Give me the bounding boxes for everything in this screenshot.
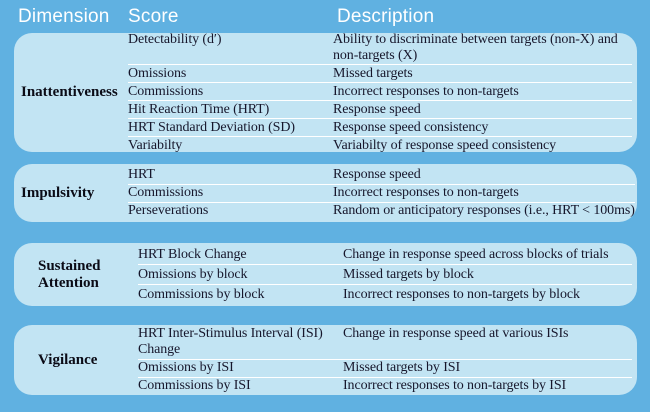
table-row: Perseverations Random or anticipatory re… (128, 201, 635, 220)
table-header: Dimension Score Description (0, 0, 650, 33)
table-row: HRT Inter-Stimulus Interval (ISI) Change… (138, 326, 632, 359)
dimension-label: Impulsivity (21, 184, 95, 201)
dimension-cell: Vigilance (14, 325, 128, 395)
score-cell: Commissions (128, 83, 204, 99)
table-row: Commissions by block Incorrect responses… (138, 284, 632, 304)
description-cell: Incorrect responses to non-targets (333, 83, 519, 99)
description-cell: Variabilty of response speed consistency (333, 137, 557, 153)
score-cell: Commissions by block (138, 286, 265, 302)
score-cell: Commissions (128, 185, 204, 200)
table-row: Variabilty Variabilty of response speed … (128, 136, 632, 154)
score-rows: HRT Response speed Commissions Incorrect… (128, 164, 640, 222)
score-cell: Perseverations (128, 203, 209, 218)
description-cell: Change in response speed across blocks o… (343, 246, 609, 262)
dimension-cell: Sustained Attention (14, 243, 128, 306)
score-rows: Detectability (d′) Ability to discrimina… (128, 31, 637, 154)
score-cell: Variabilty (128, 137, 183, 153)
description-cell: Change in response speed at various ISIs (343, 326, 569, 341)
dimension-panel: Inattentiveness Detectability (d′) Abili… (14, 31, 637, 154)
score-cell: Omissions by block (138, 266, 248, 282)
score-cell: HRT Block Change (138, 246, 247, 262)
description-cell: Missed targets by ISI (343, 360, 461, 375)
table-row: HRT Standard Deviation (SD) Response spe… (128, 118, 632, 136)
description-cell: Response speed (333, 167, 421, 182)
dimension-label: Sustained Attention (38, 257, 101, 291)
dimension-panel: Impulsivity HRT Response speed Commissio… (14, 164, 637, 222)
dimension-label: Inattentiveness (21, 84, 118, 100)
score-cell: HRT Standard Deviation (SD) (128, 119, 295, 135)
description-cell: Ability to discriminate between targets … (333, 31, 618, 63)
table-row: Omissions Missed targets (128, 64, 632, 82)
table-row: Omissions by ISI Missed targets by ISI (138, 358, 632, 377)
score-cell: Hit Reaction Time (HRT) (128, 101, 270, 117)
header-score: Score (128, 6, 179, 27)
dimension-panel: Vigilance HRT Inter-Stimulus Interval (I… (14, 325, 637, 395)
score-cell: Omissions by ISI (138, 360, 234, 375)
description-cell: Response speed (333, 101, 421, 117)
description-cell: Random or anticipatory responses (i.e., … (333, 203, 635, 218)
score-cell: Omissions (128, 65, 187, 81)
score-cell: Detectability (d′) (128, 31, 222, 47)
score-cell: Commissions by ISI (138, 378, 251, 393)
table-row: HRT Block Change Change in response spee… (138, 245, 632, 264)
description-cell: Incorrect responses to non-targets by bl… (343, 286, 580, 302)
score-rows: HRT Inter-Stimulus Interval (ISI) Change… (128, 325, 637, 395)
score-rows: HRT Block Change Change in response spee… (128, 243, 637, 306)
description-cell: Incorrect responses to non-targets (333, 185, 519, 200)
description-cell: Response speed consistency (333, 119, 489, 135)
header-dimension: Dimension (18, 6, 110, 27)
table-row: Omissions by block Missed targets by blo… (138, 264, 632, 284)
dimension-cell: Impulsivity (14, 164, 128, 222)
description-cell: Missed targets (333, 65, 413, 81)
score-cell: HRT Inter-Stimulus Interval (ISI) Change (138, 326, 323, 357)
dimension-cell: Inattentiveness (14, 33, 128, 152)
dimension-panel: Sustained Attention HRT Block Change Cha… (14, 243, 637, 306)
table-row: Detectability (d′) Ability to discrimina… (128, 31, 632, 64)
table-row: Commissions Incorrect responses to non-t… (128, 82, 632, 100)
table-row: Commissions by ISI Incorrect responses t… (138, 376, 632, 395)
table-row: HRT Response speed (128, 167, 635, 184)
description-cell: Missed targets by block (343, 266, 474, 282)
sections: Inattentiveness Detectability (d′) Abili… (14, 31, 637, 395)
description-cell: Incorrect responses to non-targets by IS… (343, 378, 567, 393)
table-row: Commissions Incorrect responses to non-t… (128, 183, 635, 202)
score-cell: HRT (128, 167, 155, 182)
dimension-label: Vigilance (38, 351, 98, 368)
header-description: Description (337, 6, 435, 27)
table-row: Hit Reaction Time (HRT) Response speed (128, 100, 632, 118)
